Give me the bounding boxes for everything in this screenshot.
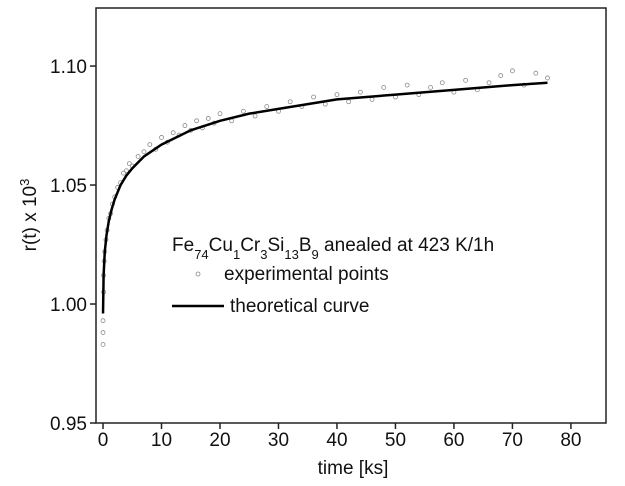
text-part: B xyxy=(299,235,312,256)
data-point xyxy=(100,318,106,324)
data-point xyxy=(357,89,363,95)
data-point xyxy=(510,68,515,74)
text-part: 74 xyxy=(194,247,208,262)
legend-marker xyxy=(195,271,201,277)
data-point xyxy=(135,154,141,159)
text-part: Cr xyxy=(240,235,261,256)
text-part: 1 xyxy=(233,247,240,262)
data-point xyxy=(381,85,387,90)
y-tick-label: 1.10 xyxy=(50,57,87,78)
data-point xyxy=(287,99,293,105)
text-part: 9 xyxy=(312,247,319,262)
text-part: 3 xyxy=(260,247,267,262)
x-tick-label: 80 xyxy=(560,430,581,451)
x-tick-label: 50 xyxy=(385,430,406,451)
x-tick-label: 20 xyxy=(209,430,230,451)
text-part: 3 xyxy=(17,179,32,186)
text-part: anealed at 423 K/1h xyxy=(319,235,494,256)
data-point xyxy=(217,111,223,117)
text-part: r(t) x 10 xyxy=(20,186,41,251)
data-point xyxy=(121,170,126,176)
x-tick-label: 30 xyxy=(268,430,289,451)
text-part: 13 xyxy=(284,247,298,262)
x-axis-label: time [ks] xyxy=(318,458,389,479)
data-point xyxy=(182,123,188,128)
x-tick-label: 10 xyxy=(151,430,172,451)
x-tick-label: 40 xyxy=(326,430,347,451)
y-tick-label: 1.05 xyxy=(50,176,87,197)
theoretical-line xyxy=(101,81,548,314)
data-point xyxy=(205,116,211,121)
plot-frame xyxy=(95,7,607,424)
data-point xyxy=(498,73,504,78)
data-point xyxy=(369,96,375,102)
data-point xyxy=(141,149,147,155)
y-tick-label: 1.00 xyxy=(50,295,87,316)
data-point xyxy=(334,92,340,98)
data-point xyxy=(404,82,410,88)
data-point xyxy=(463,77,469,83)
data-point xyxy=(100,330,106,335)
data-point xyxy=(533,70,539,76)
data-point xyxy=(428,85,433,90)
legend-label: experimental points xyxy=(224,264,389,285)
data-point xyxy=(240,108,246,114)
data-point xyxy=(124,168,129,174)
y-tick-label: 0.95 xyxy=(50,414,87,435)
data-point xyxy=(311,94,316,100)
data-point xyxy=(439,80,445,86)
x-tick-label: 0 xyxy=(98,430,109,451)
data-point xyxy=(194,118,199,124)
data-point xyxy=(545,75,550,81)
x-tick-label: 70 xyxy=(502,430,523,451)
text-part: Fe xyxy=(172,235,194,256)
data-point xyxy=(100,342,106,347)
data-point xyxy=(252,113,258,119)
data-point xyxy=(159,135,164,140)
x-tick-label: 60 xyxy=(443,430,464,451)
annotation: Fe74Cu1Cr3Si13B9 anealed at 423 K/1h xyxy=(172,235,494,262)
y-axis-label: r(t) x 103 xyxy=(17,179,42,252)
data-point xyxy=(346,99,352,105)
data-point xyxy=(486,80,492,86)
data-point xyxy=(170,130,176,136)
data-point xyxy=(126,161,132,167)
data-point xyxy=(147,142,153,147)
legend-label: theoretical curve xyxy=(230,296,369,317)
text-part: Si xyxy=(267,235,284,256)
data-point xyxy=(264,104,270,109)
text-part: Cu xyxy=(209,235,233,256)
